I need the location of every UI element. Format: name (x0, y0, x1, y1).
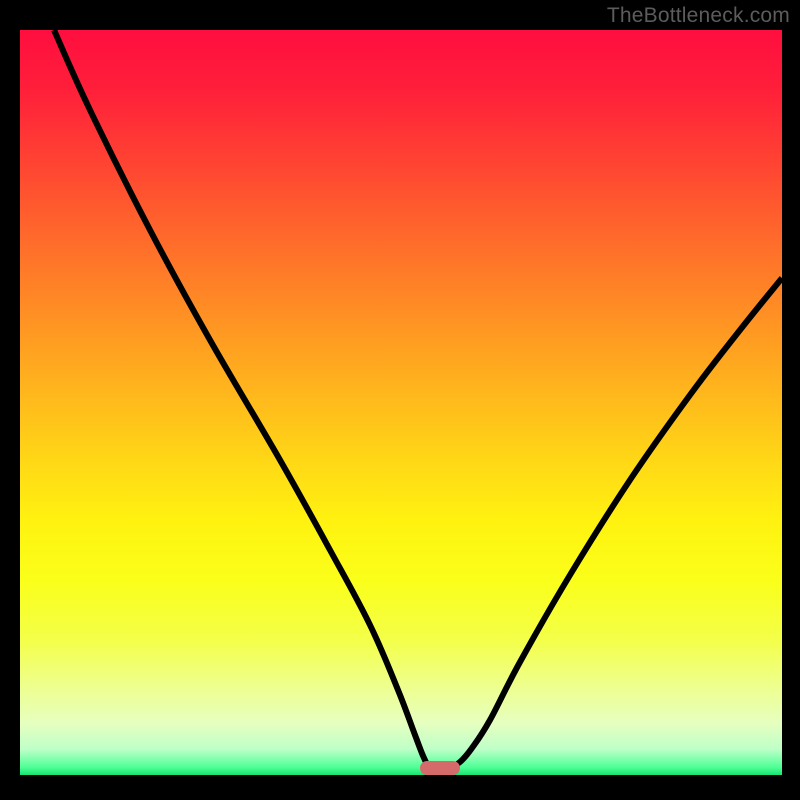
bottleneck-plot (20, 30, 782, 775)
watermark-text: TheBottleneck.com (607, 4, 790, 28)
plot-svg (20, 30, 782, 775)
optimum-marker (420, 761, 460, 775)
chart-frame: TheBottleneck.com (0, 0, 800, 800)
gradient-background (20, 30, 782, 775)
